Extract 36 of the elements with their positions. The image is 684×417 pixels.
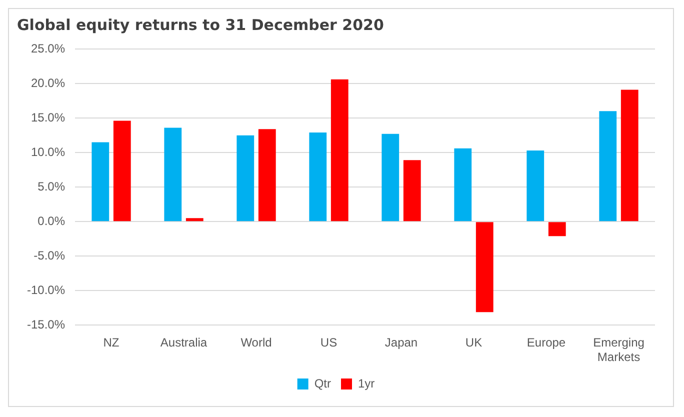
y-tick-label: -5.0% bbox=[34, 248, 66, 262]
bar bbox=[382, 134, 400, 222]
bar bbox=[403, 160, 421, 222]
bar bbox=[476, 222, 494, 312]
x-tick-label: Europe bbox=[526, 336, 566, 350]
bar bbox=[309, 132, 327, 222]
x-tick-label: Australia bbox=[160, 336, 208, 350]
x-tick-label: UK bbox=[465, 336, 482, 350]
bar bbox=[236, 135, 254, 222]
y-tick-label: 15.0% bbox=[30, 110, 66, 124]
y-tick-label: 10.0% bbox=[30, 144, 66, 159]
bar bbox=[620, 90, 638, 222]
x-tick-label: US bbox=[320, 336, 338, 350]
bar bbox=[599, 111, 617, 222]
bar bbox=[526, 150, 544, 222]
bar bbox=[258, 129, 276, 222]
bar bbox=[113, 120, 131, 222]
bar bbox=[92, 142, 110, 222]
bar bbox=[454, 148, 472, 222]
y-tick-label: -15.0% bbox=[26, 318, 66, 332]
bar bbox=[164, 128, 182, 222]
bar bbox=[330, 79, 348, 222]
y-tick-label: -10.0% bbox=[26, 282, 66, 297]
bar bbox=[548, 222, 566, 236]
legend-label: Qtr bbox=[314, 376, 332, 390]
x-tick-label: World bbox=[240, 336, 272, 350]
chart-title: Global equity returns to 31 December 2020 bbox=[17, 16, 384, 34]
y-tick-label: 0.0% bbox=[38, 214, 66, 228]
legend-label: 1yr bbox=[358, 376, 375, 390]
y-tick-label: 20.0% bbox=[30, 76, 66, 90]
x-tick-label: Japan bbox=[384, 336, 418, 350]
x-tick-label: NZ bbox=[103, 336, 120, 350]
x-tick-label: Emerging Markets bbox=[593, 336, 644, 364]
y-tick-label: 25.0% bbox=[30, 41, 66, 56]
y-tick-label: 5.0% bbox=[38, 179, 66, 194]
bar bbox=[186, 218, 204, 222]
